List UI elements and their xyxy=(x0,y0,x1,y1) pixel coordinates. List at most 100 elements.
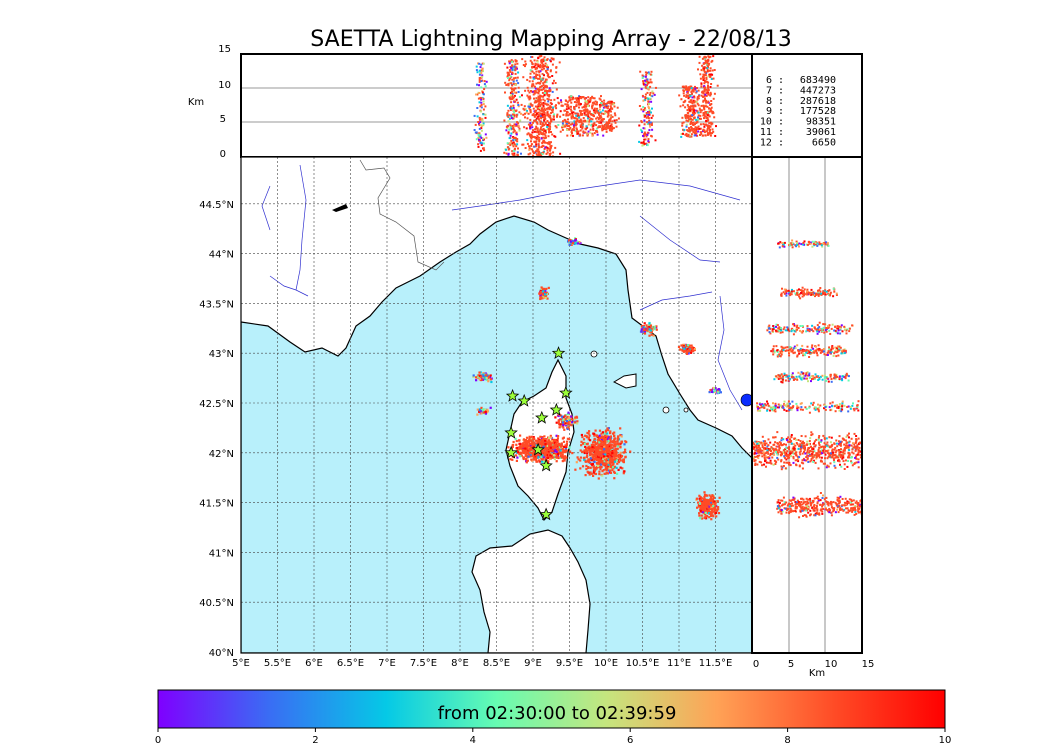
altitude-source-point xyxy=(574,117,577,120)
altitude-source-point xyxy=(642,108,645,111)
lightning-source-point xyxy=(609,457,612,460)
lightning-source-point xyxy=(539,441,542,444)
lightning-source-point xyxy=(704,515,707,518)
latitude-altitude-point xyxy=(843,328,846,331)
lightning-source-point xyxy=(709,501,712,504)
altitude-source-point xyxy=(568,128,571,131)
lightning-source-point xyxy=(546,451,549,454)
latitude-altitude-point xyxy=(831,345,834,348)
altitude-source-point xyxy=(687,114,690,117)
lightning-source-point xyxy=(605,448,608,451)
altitude-source-point xyxy=(685,123,688,126)
altitude-source-point xyxy=(509,70,512,73)
lightning-source-point xyxy=(554,450,557,453)
latitude-altitude-point xyxy=(815,328,818,331)
latitude-altitude-point xyxy=(796,324,799,327)
altitude-source-point xyxy=(573,129,576,132)
altitude-source-point xyxy=(703,80,706,82)
altitude-source-point xyxy=(591,134,594,137)
lightning-source-point xyxy=(596,449,599,452)
lightning-source-point xyxy=(566,440,569,443)
latitude-altitude-point xyxy=(795,245,798,248)
lightning-source-point xyxy=(703,516,706,520)
lightning-source-point xyxy=(587,458,590,461)
latitude-altitude-point xyxy=(820,292,823,295)
lightning-source-point xyxy=(544,453,547,456)
altitude-source-point xyxy=(545,103,548,106)
altitude-source-point xyxy=(510,82,513,85)
altitude-source-point xyxy=(539,63,542,66)
latitude-altitude-point xyxy=(790,290,793,293)
altitude-source-point xyxy=(481,90,484,93)
altitude-source-point xyxy=(643,119,646,122)
altitude-source-point xyxy=(576,132,579,135)
lightning-source-point xyxy=(702,504,705,507)
altitude-source-point xyxy=(583,113,586,116)
latitude-altitude-point xyxy=(825,290,828,293)
altitude-source-point xyxy=(690,133,693,136)
lightning-source-point xyxy=(604,437,607,440)
lightning-source-point xyxy=(648,322,651,325)
latitude-altitude-point xyxy=(801,325,804,327)
lightning-source-point xyxy=(482,378,485,381)
lightning-source-point xyxy=(619,459,622,462)
latitude-altitude-point xyxy=(798,288,800,291)
altitude-source-point xyxy=(544,85,547,88)
lightning-source-point xyxy=(702,509,705,512)
altitude-source-point xyxy=(519,119,522,122)
altitude-source-point xyxy=(613,105,616,108)
lightning-source-point xyxy=(610,443,613,446)
altitude-source-point xyxy=(546,146,549,149)
altitude-source-point xyxy=(565,120,568,123)
altitude-source-point xyxy=(695,126,698,129)
altitude-source-point xyxy=(575,123,578,126)
lightning-source-point xyxy=(515,443,518,446)
altitude-source-point xyxy=(607,125,610,128)
lightning-source-point xyxy=(606,455,609,458)
lightning-source-point xyxy=(548,444,551,447)
latitude-altitude-point xyxy=(791,327,794,330)
altitude-source-point xyxy=(513,91,516,94)
river-po xyxy=(451,179,741,211)
altitude-source-point xyxy=(506,113,509,116)
altitude-source-point xyxy=(595,129,597,132)
lightning-source-point xyxy=(699,517,702,520)
altitude-source-point xyxy=(543,107,546,110)
altitude-source-point xyxy=(705,119,708,122)
lightning-source-point xyxy=(590,472,593,475)
altitude-source-point xyxy=(482,122,485,125)
altitude-source-point xyxy=(507,77,509,79)
lightning-source-point xyxy=(525,454,528,457)
lightning-source-point xyxy=(489,374,492,377)
altitude-source-point xyxy=(537,70,540,73)
altitude-source-point xyxy=(603,102,605,105)
altitude-source-point xyxy=(646,78,649,81)
station-star-icon xyxy=(517,393,531,407)
altitude-source-point xyxy=(512,139,514,142)
altitude-source-point xyxy=(589,97,592,100)
altitude-source-point xyxy=(547,128,550,131)
altitude-source-point xyxy=(538,103,540,106)
altitude-source-point xyxy=(531,126,534,129)
altitude-source-point xyxy=(605,130,608,133)
altitude-source-point xyxy=(685,95,688,98)
altitude-source-point xyxy=(684,115,687,118)
altitude-source-point xyxy=(535,138,538,141)
altitude-source-point xyxy=(549,122,552,125)
lightning-source-point xyxy=(569,240,572,243)
lightning-source-point xyxy=(579,467,582,470)
altitude-source-point xyxy=(693,117,696,119)
altitude-source-point xyxy=(559,110,562,113)
lightning-source-point xyxy=(522,438,526,441)
lightning-source-point xyxy=(604,444,607,447)
altitude-source-point xyxy=(485,80,488,83)
altitude-source-point xyxy=(526,94,529,97)
altitude-source-point xyxy=(549,145,552,148)
lightning-source-point xyxy=(543,452,546,455)
lightning-source-point xyxy=(526,447,529,450)
altitude-source-point xyxy=(533,72,536,75)
small-island xyxy=(590,350,598,358)
altitude-source-point xyxy=(511,95,514,98)
altitude-source-point xyxy=(530,144,533,147)
lightning-source-point xyxy=(544,439,547,442)
